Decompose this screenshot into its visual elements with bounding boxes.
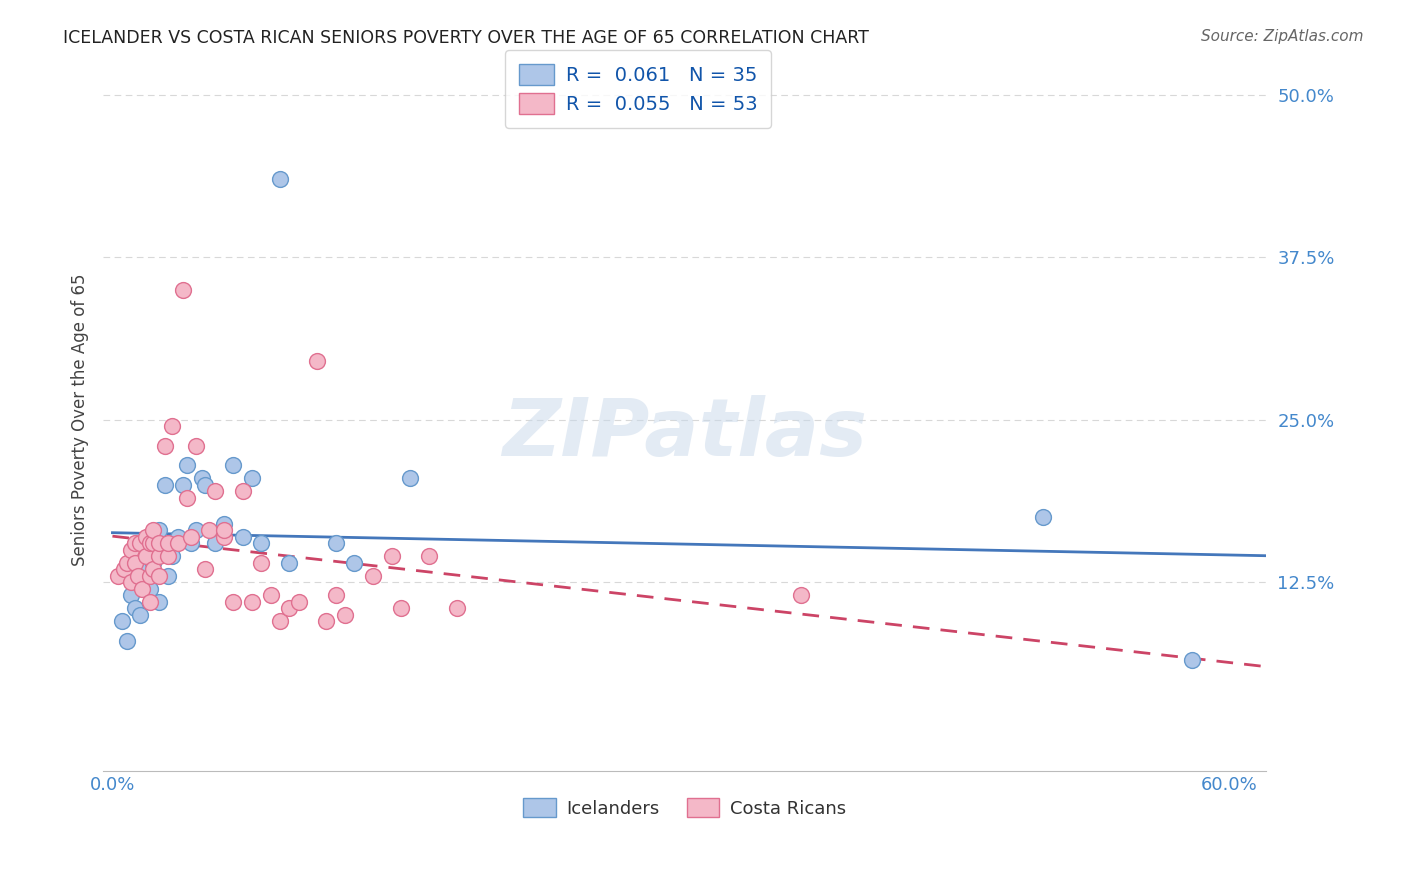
Point (361, 568, 384, 582)
Point (418, 549, 440, 563)
Point (212, 516, 235, 531)
Point (127, 568, 149, 582)
Point (186, 523, 208, 537)
Point (381, 549, 404, 563)
Point (157, 536, 180, 550)
Point (333, 607, 356, 622)
Point (180, 530, 202, 544)
Point (191, 471, 214, 485)
Point (135, 536, 157, 550)
Point (176, 491, 198, 505)
Point (153, 477, 176, 491)
Point (240, 471, 263, 485)
Point (129, 536, 152, 550)
Point (142, 562, 165, 576)
Point (148, 536, 170, 550)
Point (142, 530, 165, 544)
Point (180, 536, 202, 550)
Point (120, 575, 142, 590)
Point (315, 614, 337, 628)
Point (135, 549, 157, 563)
Point (131, 582, 153, 596)
Point (148, 594, 170, 608)
Point (111, 614, 134, 628)
Point (117, 556, 139, 570)
Point (222, 458, 245, 472)
Point (269, 172, 291, 186)
Point (446, 601, 468, 615)
Point (259, 588, 281, 602)
Point (399, 471, 422, 485)
Point (112, 562, 135, 576)
Point (1032, 510, 1054, 524)
Point (166, 530, 188, 544)
Point (153, 439, 176, 453)
Point (212, 530, 235, 544)
Point (148, 523, 170, 537)
Point (124, 601, 146, 615)
Point (142, 556, 165, 570)
Point (204, 484, 226, 499)
Point (120, 588, 142, 602)
Legend: Icelanders, Costa Ricans: Icelanders, Costa Ricans (516, 790, 853, 825)
Point (148, 568, 170, 582)
Point (278, 556, 301, 570)
Point (117, 633, 139, 648)
Point (389, 601, 412, 615)
Point (176, 458, 198, 472)
Point (222, 594, 245, 608)
Point (148, 549, 170, 563)
Point (142, 523, 165, 537)
Point (120, 542, 142, 557)
Point (157, 568, 180, 582)
Point (204, 536, 226, 550)
Point (124, 536, 146, 550)
Point (250, 536, 273, 550)
Point (138, 536, 160, 550)
Point (278, 601, 301, 615)
Point (269, 614, 291, 628)
Point (166, 536, 188, 550)
Point (160, 419, 183, 434)
Point (325, 588, 347, 602)
Text: ZIPatlas: ZIPatlas (502, 394, 868, 473)
Point (194, 477, 217, 491)
Point (172, 477, 194, 491)
Point (129, 607, 152, 622)
Point (325, 536, 347, 550)
Point (135, 530, 157, 544)
Point (232, 530, 254, 544)
Point (790, 588, 813, 602)
Y-axis label: Seniors Poverty Over the Age of 65: Seniors Poverty Over the Age of 65 (72, 273, 89, 566)
Point (124, 556, 146, 570)
Point (307, 354, 329, 368)
Point (194, 562, 217, 576)
Point (107, 568, 129, 582)
Point (287, 594, 309, 608)
Point (160, 549, 183, 563)
Point (157, 549, 180, 563)
Point (212, 523, 235, 537)
Point (186, 439, 208, 453)
Text: Source: ZipAtlas.com: Source: ZipAtlas.com (1201, 29, 1364, 45)
Text: ICELANDER VS COSTA RICAN SENIORS POVERTY OVER THE AGE OF 65 CORRELATION CHART: ICELANDER VS COSTA RICAN SENIORS POVERTY… (63, 29, 869, 47)
Point (250, 556, 273, 570)
Point (232, 484, 254, 499)
Point (142, 536, 165, 550)
Point (135, 562, 157, 576)
Point (138, 594, 160, 608)
Point (240, 594, 263, 608)
Point (343, 556, 366, 570)
Point (172, 283, 194, 297)
Point (1181, 653, 1204, 667)
Point (198, 523, 221, 537)
Point (138, 568, 160, 582)
Point (138, 582, 160, 596)
